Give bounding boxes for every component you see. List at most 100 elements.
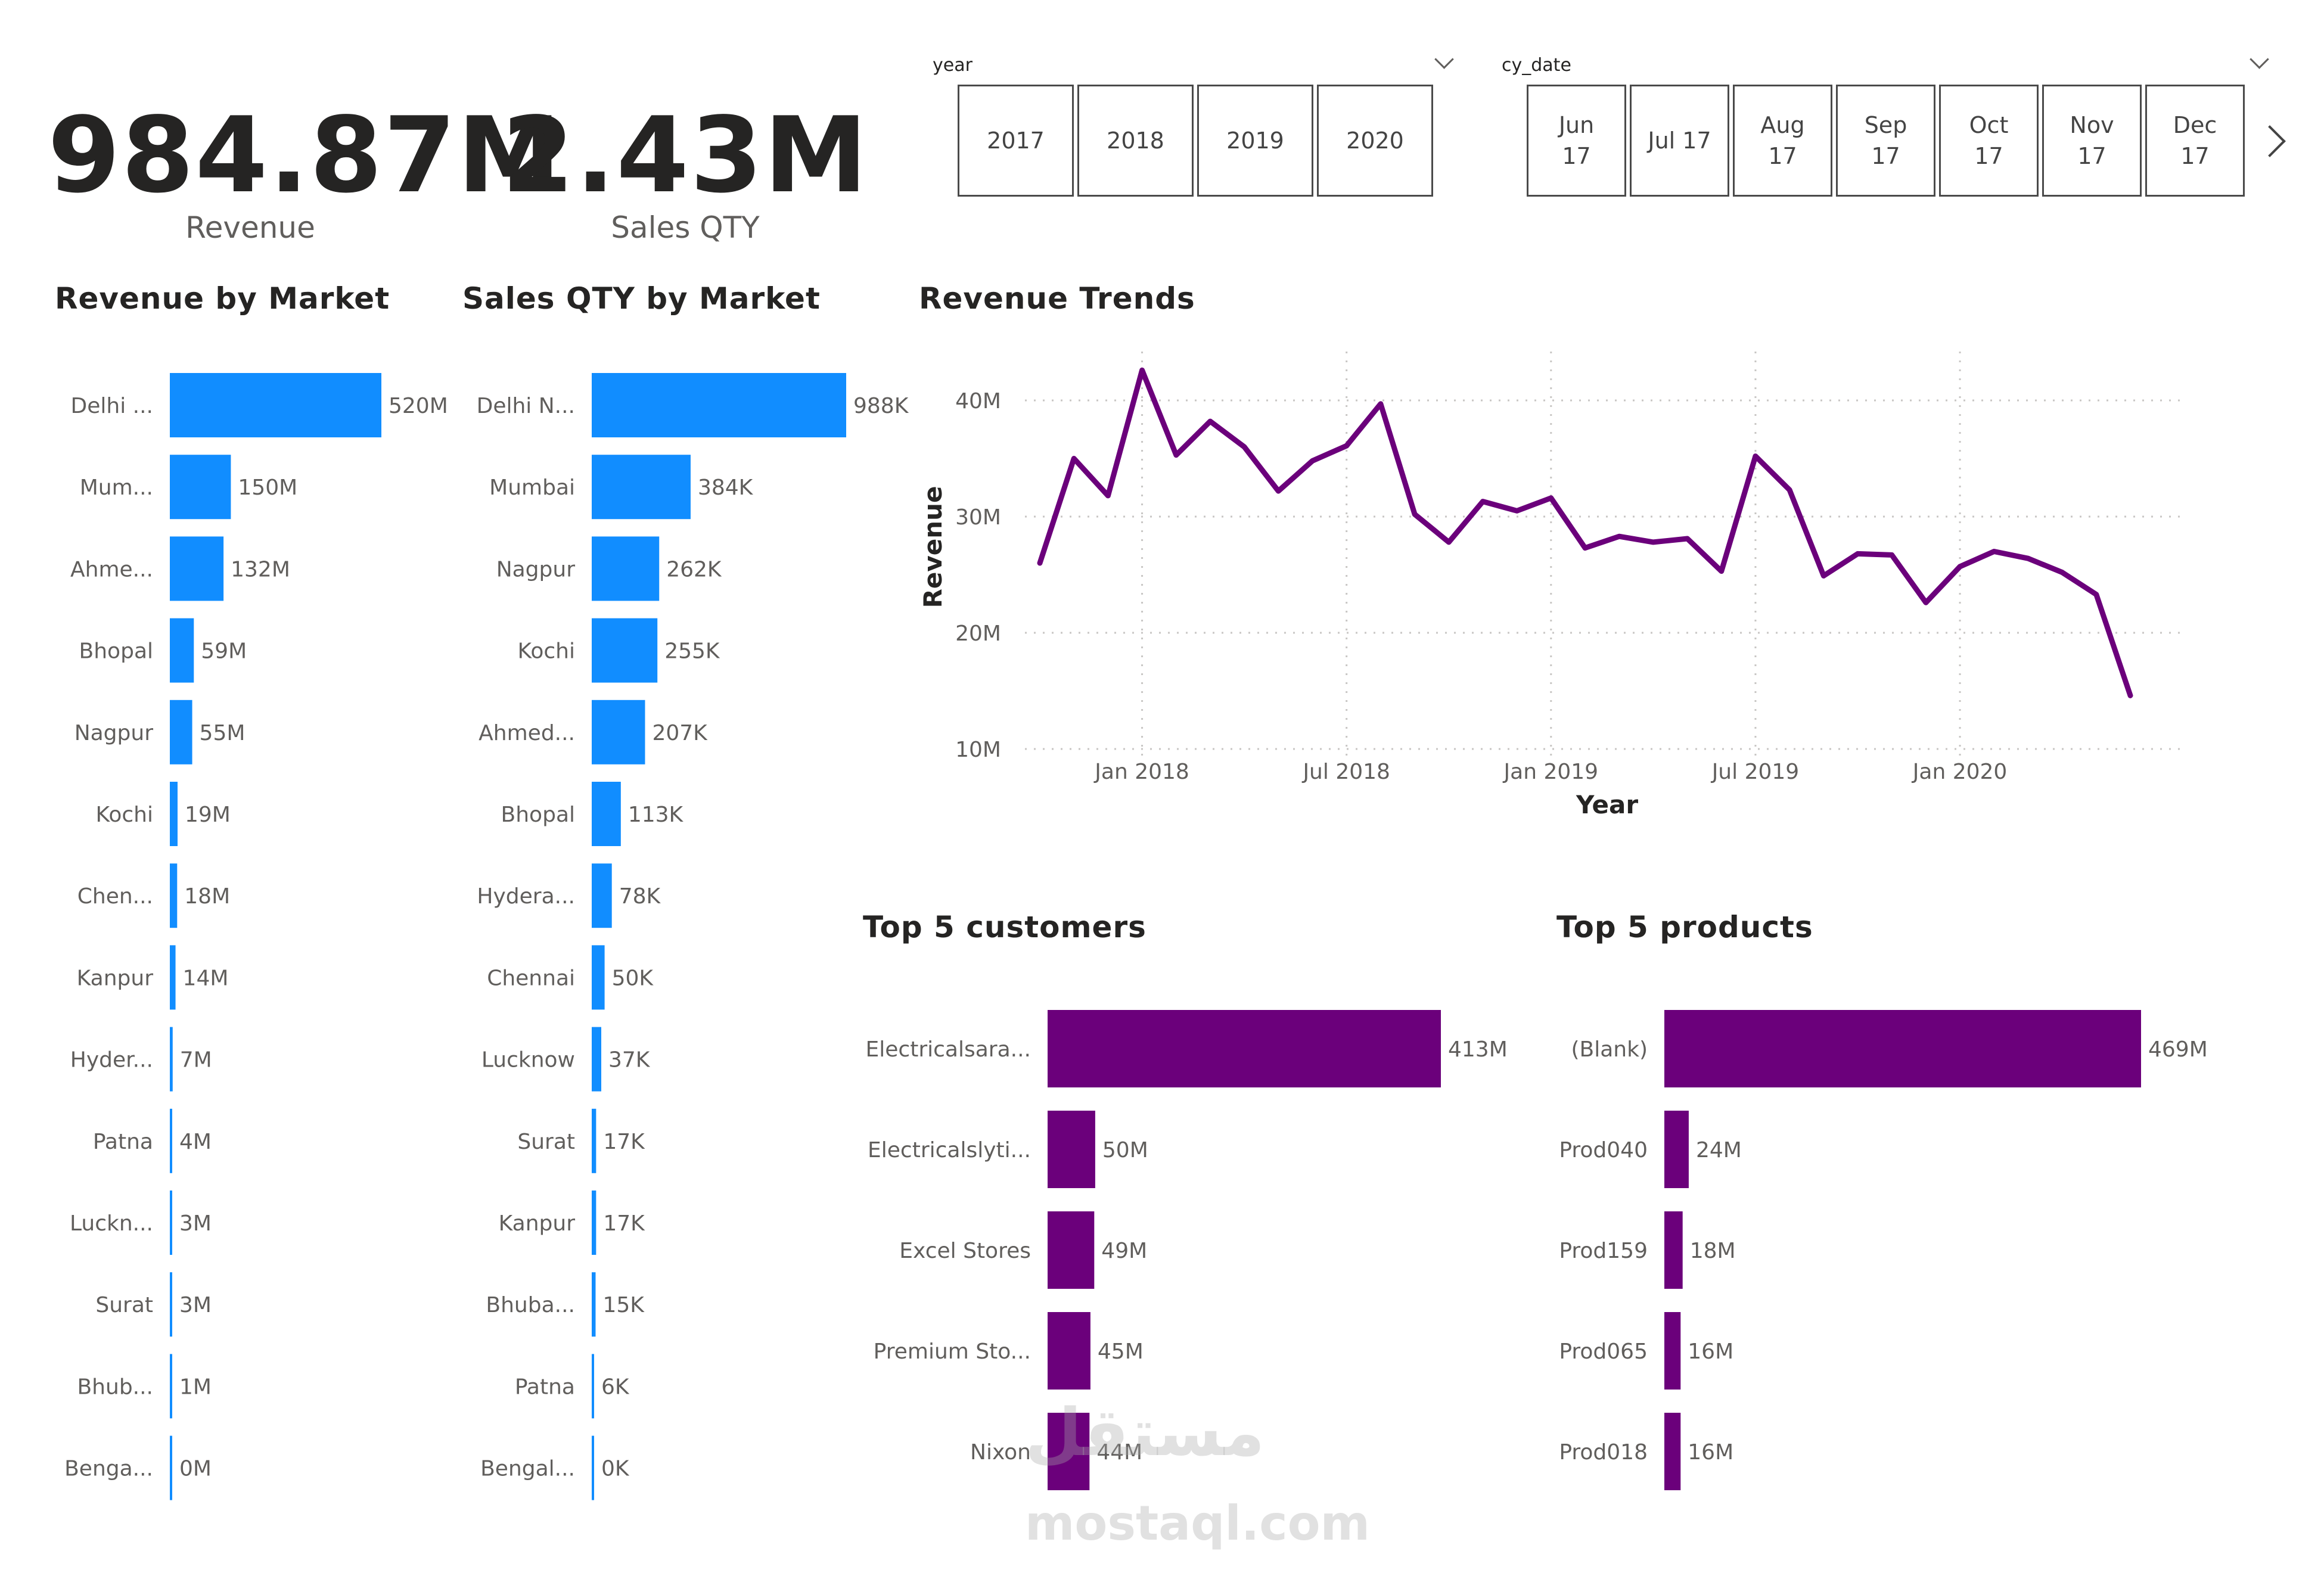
data-point[interactable] (2093, 591, 2100, 598)
data-point[interactable] (2059, 569, 2066, 576)
cy-date-option-2[interactable]: Aug 17 (1733, 85, 1832, 197)
cy-date-option-1[interactable]: Jul 17 (1630, 85, 1729, 197)
bar[interactable] (170, 455, 231, 520)
bar[interactable] (1664, 1211, 1683, 1289)
data-point[interactable] (2127, 692, 2134, 699)
data-point[interactable] (1139, 366, 1146, 374)
bar[interactable] (170, 1191, 172, 1255)
cy-date-option-0[interactable]: Jun 17 (1527, 85, 1626, 197)
bar[interactable] (592, 455, 691, 520)
bar[interactable] (1048, 1010, 1441, 1087)
cy-date-option-6[interactable]: Dec 17 (2145, 85, 2245, 197)
data-point[interactable] (1241, 443, 1248, 450)
bar[interactable] (170, 700, 192, 764)
year-option-1[interactable]: 2018 (1077, 85, 1194, 197)
data-point[interactable] (1718, 568, 1725, 575)
data-point[interactable] (1582, 545, 1589, 552)
data-point[interactable] (1309, 457, 1316, 464)
data-point[interactable] (1207, 418, 1214, 425)
bar[interactable] (1664, 1312, 1681, 1390)
data-point[interactable] (1445, 539, 1452, 546)
data-point[interactable] (1104, 492, 1111, 499)
bar[interactable] (592, 373, 846, 437)
y-tick-label: 10M (955, 738, 1001, 762)
data-point[interactable] (1786, 486, 1793, 493)
bar[interactable] (170, 945, 176, 1010)
data-point[interactable] (1275, 487, 1282, 495)
category-label: Delhi N... (477, 394, 575, 418)
data-point[interactable] (1922, 599, 1930, 606)
data-point[interactable] (1990, 548, 1997, 555)
bar[interactable] (592, 618, 658, 683)
data-point[interactable] (1752, 453, 1759, 460)
revenue-trends-title: Revenue Trends (919, 281, 1195, 316)
bar[interactable] (1048, 1312, 1090, 1390)
bar[interactable] (1048, 1211, 1095, 1289)
bar[interactable] (592, 1272, 596, 1337)
bar[interactable] (592, 1354, 594, 1419)
data-point[interactable] (1514, 507, 1521, 514)
bar[interactable] (592, 700, 645, 764)
data-point[interactable] (1820, 572, 1827, 579)
cy-date-option-5[interactable]: Nov 17 (2042, 85, 2142, 197)
data-point[interactable] (1956, 563, 1963, 570)
year-option-2[interactable]: 2019 (1197, 85, 1313, 197)
bar[interactable] (592, 782, 621, 846)
bar[interactable] (170, 782, 178, 846)
bar[interactable] (170, 1354, 172, 1419)
data-point[interactable] (1548, 495, 1555, 502)
bar[interactable] (592, 1108, 596, 1173)
bar[interactable] (170, 1108, 172, 1173)
data-point[interactable] (1377, 400, 1384, 408)
data-label: 78K (619, 884, 661, 909)
data-label: 17K (603, 1211, 645, 1236)
data-label: 49M (1101, 1239, 1147, 1263)
data-point[interactable] (1173, 452, 1180, 459)
data-point[interactable] (1854, 550, 1862, 557)
data-point[interactable] (1036, 560, 1043, 567)
chevron-right-icon[interactable] (2254, 125, 2286, 157)
data-point[interactable] (1649, 539, 1657, 546)
bar[interactable] (592, 1191, 596, 1255)
year-slicer-chevron-down-icon[interactable] (1434, 49, 1454, 69)
data-point[interactable] (1070, 455, 1077, 462)
category-label: Patna (515, 1375, 575, 1399)
bar[interactable] (1048, 1413, 1090, 1490)
bar[interactable] (592, 1435, 594, 1500)
data-point[interactable] (1479, 498, 1486, 505)
category-label: Hydera... (477, 884, 575, 909)
data-point[interactable] (1411, 511, 1418, 518)
cy-date-option-3[interactable]: Sep 17 (1836, 85, 1935, 197)
data-point[interactable] (1888, 551, 1896, 558)
bar[interactable] (170, 373, 381, 437)
data-point[interactable] (1684, 535, 1691, 542)
data-point[interactable] (1615, 533, 1623, 540)
bar[interactable] (592, 536, 660, 601)
bar[interactable] (1664, 1111, 1689, 1188)
bar[interactable] (170, 863, 178, 928)
bar[interactable] (592, 1027, 601, 1092)
x-axis-title: Year (1576, 790, 1638, 819)
bar[interactable] (1664, 1413, 1681, 1490)
year-option-0[interactable]: 2017 (958, 85, 1074, 197)
revenue-series-line[interactable] (1037, 367, 2133, 698)
bar[interactable] (170, 1435, 172, 1500)
x-tick-label: Jan 2018 (1093, 760, 1189, 784)
cy-date-slicer-chevron-down-icon[interactable] (2250, 49, 2269, 69)
year-option-3[interactable]: 2020 (1317, 85, 1433, 197)
bar[interactable] (592, 863, 612, 928)
data-point[interactable] (1343, 442, 1350, 449)
bar[interactable] (592, 945, 605, 1010)
bar[interactable] (170, 618, 194, 683)
data-point[interactable] (2024, 555, 2031, 562)
data-label: 16M (1688, 1440, 1733, 1465)
category-label: Mum... (80, 475, 153, 500)
category-label: Lucknow (481, 1048, 575, 1073)
cy-date-option-4[interactable]: Oct 17 (1939, 85, 2039, 197)
bar[interactable] (170, 1272, 172, 1337)
bar[interactable] (170, 1027, 173, 1092)
bar[interactable] (1048, 1111, 1095, 1188)
bar[interactable] (1664, 1010, 2141, 1087)
data-label: 17K (603, 1130, 645, 1154)
bar[interactable] (170, 536, 224, 601)
